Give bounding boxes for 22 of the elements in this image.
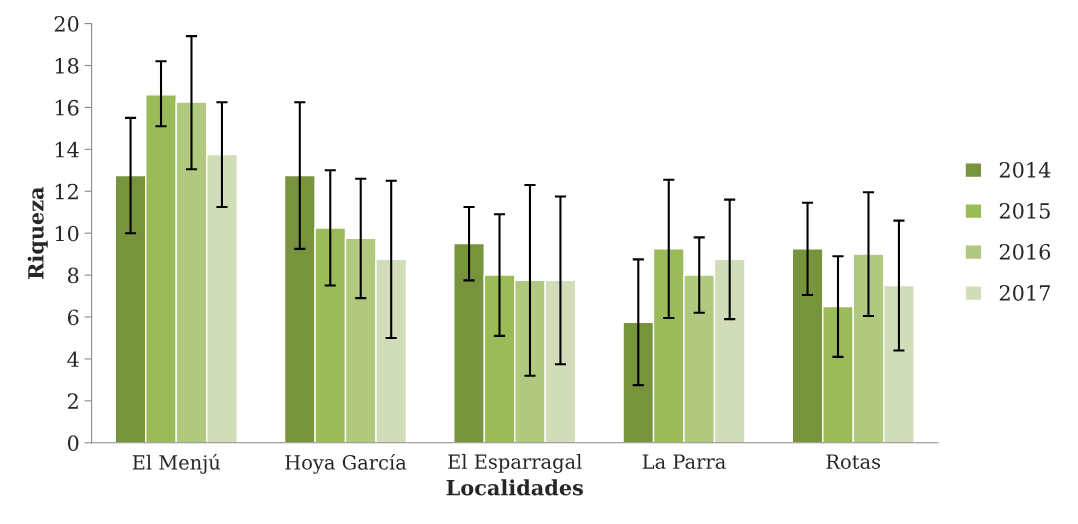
y-tick-label: 18 <box>55 57 79 74</box>
legend-label: 2017 <box>999 284 1050 301</box>
x-tick-label: Hoya García <box>285 453 407 474</box>
y-tick-label: 16 <box>55 99 79 116</box>
y-tick-label: 14 <box>55 141 79 158</box>
legend-label: 2014 <box>999 161 1051 178</box>
legend-label: 2015 <box>999 202 1050 219</box>
y-tick-label: 8 <box>67 267 79 284</box>
y-tick-label: 10 <box>55 225 79 242</box>
y-tick-label: 4 <box>67 351 79 367</box>
x-tick-label: La Parra <box>642 454 726 469</box>
x-tick-label: El Menjú <box>132 453 221 474</box>
y-tick-label: 12 <box>55 183 78 200</box>
y-axis-title: Riqueza <box>27 186 48 279</box>
x-tick-label: Rotas <box>826 454 881 469</box>
y-tick-label: 0 <box>67 435 79 451</box>
y-tick-label: 2 <box>67 393 78 409</box>
x-tick-label: El Esparragal <box>448 453 582 473</box>
y-tick-label: 6 <box>67 309 79 326</box>
x-axis-title: Localidades <box>446 479 583 496</box>
y-tick-label: 20 <box>54 16 79 32</box>
legend-label: 2016 <box>999 243 1051 260</box>
